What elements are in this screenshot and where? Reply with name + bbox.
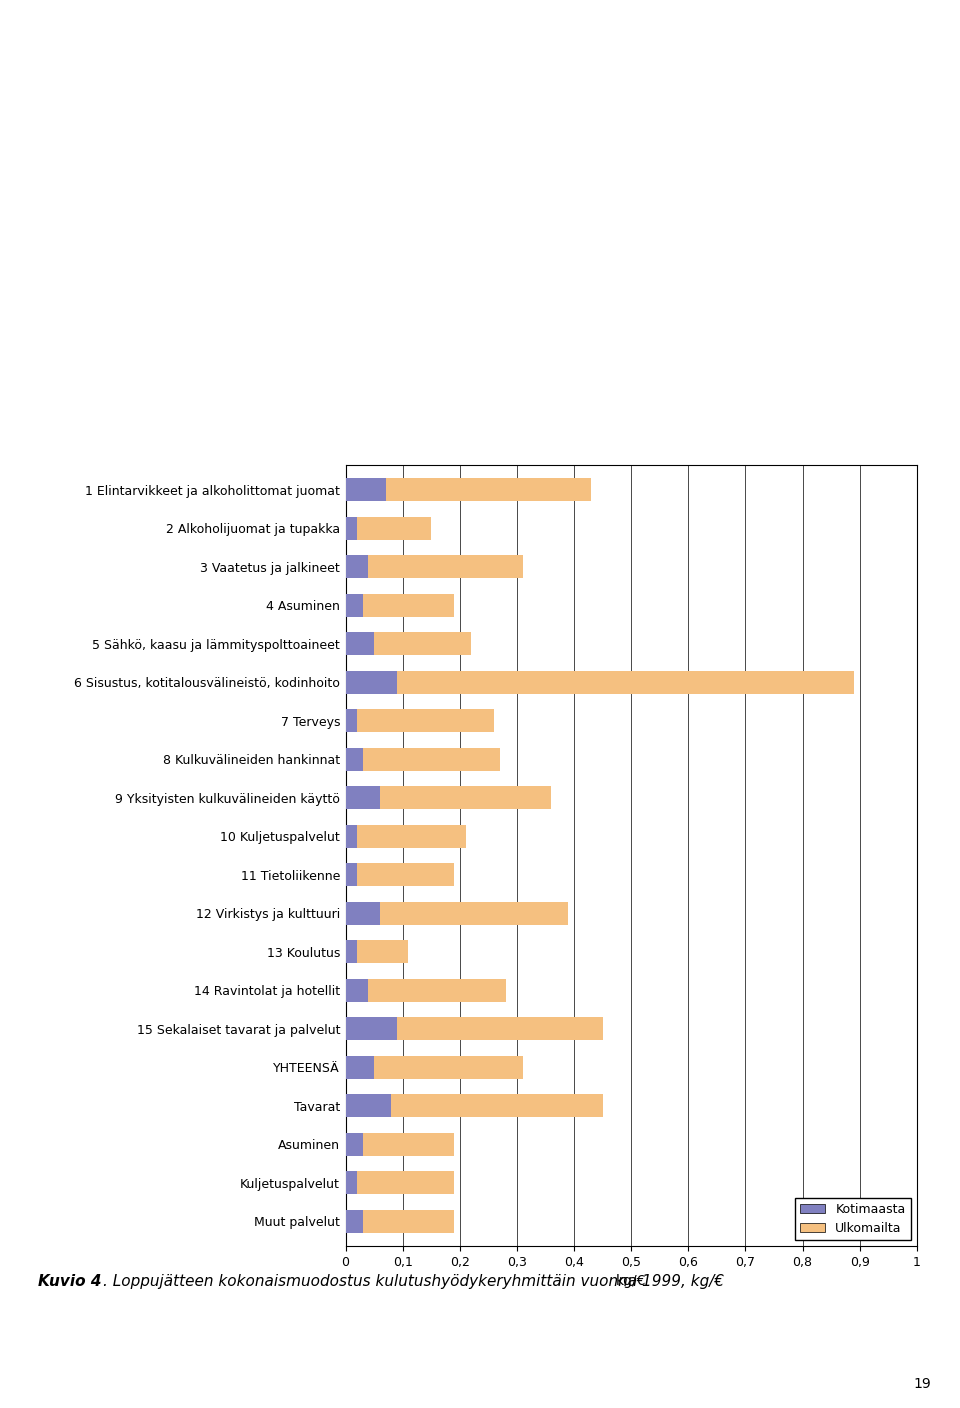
Bar — [392, 1094, 603, 1117]
Bar — [386, 479, 591, 501]
Bar — [357, 825, 466, 848]
Bar — [380, 786, 551, 810]
Bar — [397, 670, 854, 694]
Bar — [346, 825, 357, 848]
X-axis label: kg/€: kg/€ — [616, 1274, 646, 1288]
Bar — [346, 479, 386, 501]
Bar — [374, 632, 471, 655]
Bar — [363, 1132, 454, 1156]
Bar — [346, 1056, 374, 1079]
Bar — [346, 941, 357, 963]
Bar — [346, 1017, 397, 1041]
Bar — [380, 901, 568, 925]
Bar — [346, 632, 374, 655]
Bar — [357, 517, 431, 539]
Bar — [346, 786, 380, 810]
Bar — [346, 748, 363, 770]
Bar — [346, 1132, 363, 1156]
Bar — [346, 594, 363, 617]
Bar — [363, 748, 500, 770]
Bar — [363, 1209, 454, 1232]
Bar — [346, 1209, 363, 1232]
Bar — [363, 594, 454, 617]
Bar — [346, 901, 380, 925]
Bar — [374, 1056, 522, 1079]
Bar — [346, 517, 357, 539]
Text: . Loppujätteen kokonaismuodostus kulutushyödykeryhmittäin vuonna 1999, kg/€: . Loppujätteen kokonaismuodostus kulutus… — [103, 1274, 724, 1290]
Bar — [397, 1017, 603, 1041]
Bar — [369, 555, 522, 579]
Legend: Kotimaasta, Ulkomailta: Kotimaasta, Ulkomailta — [795, 1198, 910, 1240]
Bar — [346, 670, 397, 694]
Bar — [357, 863, 454, 886]
Bar — [346, 863, 357, 886]
Bar — [369, 979, 506, 1001]
Bar — [357, 710, 494, 732]
Bar — [357, 941, 408, 963]
Text: 19: 19 — [914, 1377, 931, 1391]
Text: Kuvio 4: Kuvio 4 — [38, 1274, 102, 1290]
Bar — [346, 979, 369, 1001]
Bar — [346, 1094, 392, 1117]
Bar — [346, 1171, 357, 1194]
Bar — [346, 555, 369, 579]
Bar — [346, 710, 357, 732]
Bar — [357, 1171, 454, 1194]
